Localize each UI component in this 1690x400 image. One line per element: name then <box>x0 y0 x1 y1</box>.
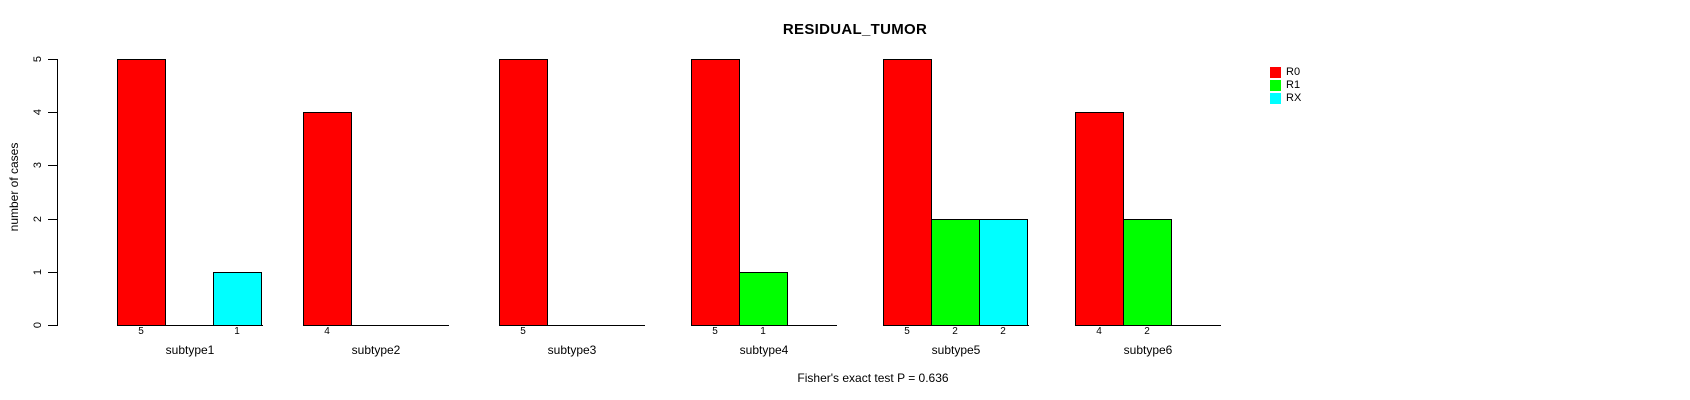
legend-label-r0: R0 <box>1286 66 1301 78</box>
bar-r1-subtype6 <box>1123 219 1172 326</box>
fisher-test-annotation: Fisher's exact test P = 0.636 <box>797 371 949 385</box>
bar-value-label: 1 <box>234 326 240 337</box>
y-axis-line <box>57 59 58 326</box>
bar-value-label: 2 <box>1144 326 1150 337</box>
bar-value-label: 1 <box>760 326 766 337</box>
bar-value-label: 4 <box>1096 326 1102 337</box>
bar-r0-subtype6 <box>1075 112 1124 326</box>
bar-r1-subtype5 <box>931 219 980 326</box>
category-label-subtype3: subtype3 <box>547 343 597 357</box>
legend-label-r1: R1 <box>1286 79 1301 91</box>
group-baseline <box>499 325 645 326</box>
category-label-subtype6: subtype6 <box>1123 343 1173 357</box>
bar-value-label: 4 <box>324 326 330 337</box>
y-axis-tick <box>48 325 57 326</box>
bar-r0-subtype3 <box>499 59 548 326</box>
chart-title: RESIDUAL_TUMOR <box>782 21 928 38</box>
y-axis-tick <box>48 112 57 113</box>
group-baseline <box>303 325 449 326</box>
y-axis-tick-label: 0 <box>32 321 44 329</box>
bar-r0-subtype5 <box>883 59 932 326</box>
bar-r0-subtype2 <box>303 112 352 326</box>
group-baseline <box>117 325 263 326</box>
y-axis-tick-label: 4 <box>32 108 44 116</box>
y-axis-tick-label: 1 <box>32 268 44 276</box>
bar-r0-subtype1 <box>117 59 166 326</box>
category-label-subtype5: subtype5 <box>931 343 981 357</box>
y-axis-tick-label: 3 <box>32 161 44 169</box>
category-label-subtype4: subtype4 <box>739 343 789 357</box>
y-axis-tick <box>48 219 57 220</box>
bar-rx-subtype5 <box>979 219 1028 326</box>
y-axis-label: number of cases <box>7 142 21 232</box>
bar-value-label: 2 <box>952 326 958 337</box>
legend-swatch-r0 <box>1270 67 1281 78</box>
y-axis-tick <box>48 59 57 60</box>
bar-rx-subtype1 <box>213 272 262 326</box>
y-axis-tick <box>48 272 57 273</box>
y-axis-tick-label: 5 <box>32 55 44 63</box>
bar-value-label: 5 <box>712 326 718 337</box>
category-label-subtype2: subtype2 <box>351 343 401 357</box>
bar-r1-subtype4 <box>739 272 788 326</box>
legend-label-rx: RX <box>1286 92 1302 104</box>
category-label-subtype1: subtype1 <box>165 343 215 357</box>
bar-value-label: 5 <box>138 326 144 337</box>
bar-value-label: 2 <box>1000 326 1006 337</box>
legend-swatch-r1 <box>1270 80 1281 91</box>
y-axis-tick-label: 2 <box>32 215 44 223</box>
bar-r0-subtype4 <box>691 59 740 326</box>
bar-value-label: 5 <box>520 326 526 337</box>
bar-value-label: 5 <box>904 326 910 337</box>
y-axis-tick <box>48 165 57 166</box>
legend-swatch-rx <box>1270 93 1281 104</box>
